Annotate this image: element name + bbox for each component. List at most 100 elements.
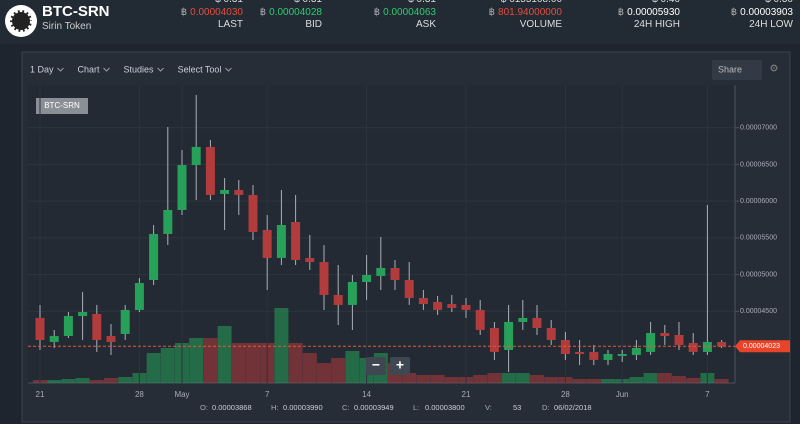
y-tick-label: 0.00005000 xyxy=(740,271,777,278)
volume-bar xyxy=(714,379,729,383)
volume-bar xyxy=(203,338,218,383)
series-badge xyxy=(36,98,88,114)
volume-bar xyxy=(104,378,118,383)
candle-body xyxy=(63,315,73,337)
ohlc-value: 0.00003868 xyxy=(212,403,252,412)
zoom-label[interactable]: + xyxy=(396,357,404,373)
candle-body xyxy=(617,354,627,356)
toolbar-item[interactable]: Chart xyxy=(78,64,101,74)
candle-body xyxy=(163,209,173,234)
y-tick-label: 0.00007000 xyxy=(740,125,777,132)
candle-body xyxy=(177,165,187,210)
stat-row: ฿ 0.00004063 xyxy=(374,7,436,18)
volume-bar xyxy=(331,358,346,383)
volume-bar xyxy=(61,379,76,383)
currency-symbol: ฿ xyxy=(259,7,267,18)
toolbar-item[interactable]: Select Tool xyxy=(178,64,222,74)
ohlc-value: 06/02/2018 xyxy=(554,403,592,412)
y-tick-label: 0.00006000 xyxy=(740,198,777,205)
candle-body xyxy=(433,301,443,310)
token-name: Sirin Token xyxy=(42,21,92,32)
candle-body xyxy=(603,354,613,360)
volume-bar xyxy=(160,348,175,383)
candle-body xyxy=(418,297,428,305)
volume-bar xyxy=(643,373,658,383)
series-label: BTC-SRN xyxy=(44,101,80,110)
share-button[interactable] xyxy=(712,60,762,80)
ohlc-value: 0.00003949 xyxy=(354,403,394,412)
pair: BTC-SRN xyxy=(42,3,110,20)
candle-body xyxy=(106,336,116,342)
stat-label: LAST xyxy=(217,19,243,30)
volume-bar xyxy=(317,363,331,383)
candle-body xyxy=(319,262,329,295)
volume-bar xyxy=(146,353,161,383)
ohlc-value: 0.00003990 xyxy=(283,403,323,412)
candle-body xyxy=(191,146,201,166)
candle-body xyxy=(248,194,258,232)
volume-bar xyxy=(586,379,601,383)
zoom-label[interactable]: − xyxy=(372,357,380,373)
stat-value: 0.00004030 xyxy=(190,7,243,18)
volume-bar xyxy=(515,373,530,383)
zoom-button[interactable] xyxy=(390,357,410,375)
volume-bar xyxy=(231,343,246,383)
volume-bar xyxy=(501,373,516,383)
header: BTC-SRN Sirin Token $ 0.31฿0.00004030LAS… xyxy=(0,0,800,44)
stat-row: ฿ 0.00003903 xyxy=(731,7,793,18)
candle-body xyxy=(404,279,414,298)
volume-bar xyxy=(444,377,459,383)
stat-value: 801.94000000 xyxy=(498,7,562,18)
x-tick-label: 7 xyxy=(705,390,710,399)
candle-body xyxy=(376,267,386,276)
candle-body xyxy=(646,333,656,352)
candle-body xyxy=(660,333,670,337)
candle-body xyxy=(674,334,684,345)
candle-body xyxy=(134,283,144,310)
volume-bar xyxy=(246,343,260,383)
candle-body xyxy=(560,339,570,355)
currency-symbol: ฿ xyxy=(730,7,738,18)
candle-body xyxy=(447,304,457,308)
currency-symbol: ฿ xyxy=(617,7,625,18)
volume-bar xyxy=(274,308,289,383)
stat-label: VOLUME xyxy=(519,19,562,30)
dropdown-caret xyxy=(225,67,232,72)
share-label[interactable]: Share xyxy=(718,64,742,74)
stat-row: ฿ 0.00005930 xyxy=(618,7,680,18)
ohlc-key: O: xyxy=(200,403,208,412)
candle-body xyxy=(49,336,59,342)
candle-body xyxy=(149,233,159,280)
candle-body xyxy=(532,317,542,329)
volume-bar xyxy=(530,375,544,383)
zoom-button[interactable] xyxy=(366,357,386,375)
y-tick-label: 0.00006500 xyxy=(740,161,777,168)
dropdown-caret xyxy=(57,67,64,72)
settings-icon[interactable]: ⚙ xyxy=(770,64,779,75)
candle-body xyxy=(305,257,315,263)
volume-bar xyxy=(118,377,133,383)
candle-body xyxy=(575,351,585,355)
plot-area xyxy=(28,85,735,383)
volume-bar xyxy=(487,373,502,383)
volume-bar xyxy=(629,377,644,383)
stat-usd: $ 0.30 xyxy=(731,0,793,5)
candle-body xyxy=(35,317,45,340)
candle-body xyxy=(489,328,499,352)
volume-bar xyxy=(47,380,62,383)
currency-symbol: ฿ xyxy=(373,7,381,18)
candle-body xyxy=(262,229,272,258)
logo xyxy=(5,5,37,37)
ohlc-key: V: xyxy=(485,403,492,412)
x-tick-label: 14 xyxy=(362,390,371,399)
toolbar-item[interactable]: 1 Day xyxy=(30,64,54,74)
volume-bar xyxy=(686,378,701,383)
stat-label: 24H HIGH xyxy=(633,19,680,30)
toolbar-item[interactable]: Studies xyxy=(124,64,155,74)
stat-label: ASK xyxy=(415,19,436,30)
